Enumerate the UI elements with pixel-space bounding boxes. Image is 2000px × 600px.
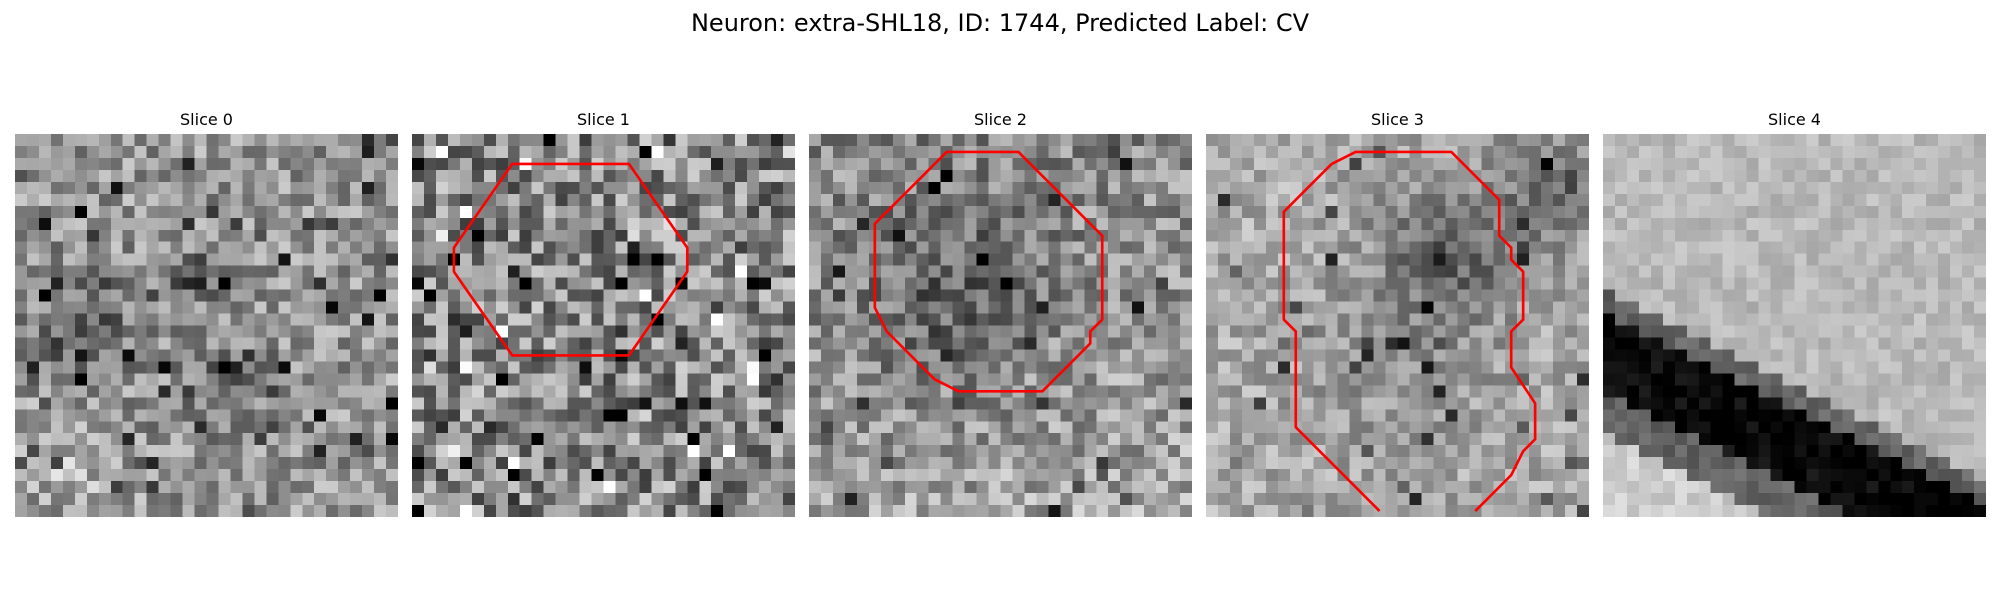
slice-title-2: Slice 2 [974,110,1027,129]
contour-outline-2 [873,150,1104,393]
slice-image-1 [412,134,795,517]
contour-outline-3 [1331,150,1537,512]
slice-panel-3: Slice 3 [1206,108,1589,517]
slice-image-2 [809,134,1192,517]
slice-title-1: Slice 1 [577,110,630,129]
slice-panel-4: Slice 4 [1603,108,1986,517]
slice-title-3: Slice 3 [1371,110,1424,129]
slice-panel-0: Slice 0 [15,108,398,517]
slice-panel-2: Slice 2 [809,108,1192,517]
slice-image-0 [15,134,398,517]
contour-outline-3-b [1282,162,1381,512]
contour-outline-1 [452,162,689,357]
slice-image-3 [1206,134,1589,517]
slice-title-4: Slice 4 [1768,110,1821,129]
slice-panel-1: Slice 1 [412,108,795,517]
slice-image-4 [1603,134,1986,517]
figure-title: Neuron: extra-SHL18, ID: 1744, Predicted… [690,9,1310,37]
slice-title-0: Slice 0 [180,110,233,129]
